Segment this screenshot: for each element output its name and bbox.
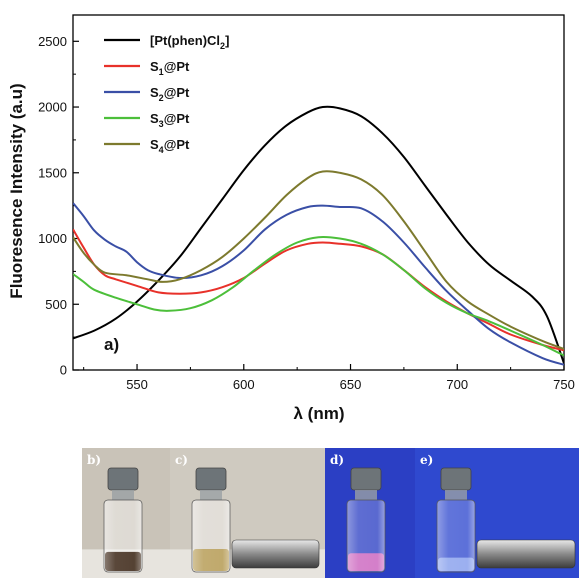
x-tick-label: 650 <box>340 377 362 392</box>
y-tick-label: 2500 <box>38 34 67 49</box>
photo-c: c) <box>170 448 325 578</box>
y-axis-title: Fluoresence Intensity (a.u) <box>7 83 26 298</box>
series-line-5 <box>73 170 564 350</box>
x-tick-label: 750 <box>553 377 575 392</box>
photo-label: e) <box>420 453 433 467</box>
y-axis-ticks: 0 500 1000 1500 2000 2500 <box>38 34 79 378</box>
y-tick-label: 1500 <box>38 165 67 180</box>
x-axis-ticks: 550 600 650 700 750 <box>83 364 575 392</box>
x-tick-label: 700 <box>446 377 468 392</box>
photo-label: d) <box>330 453 344 467</box>
magnet <box>231 539 320 569</box>
magnet <box>476 539 576 569</box>
vial-cap <box>350 467 382 491</box>
photo-label: c) <box>175 453 188 467</box>
y-tick-label: 2000 <box>38 100 67 115</box>
series-layer <box>73 105 564 366</box>
y-tick-label: 1000 <box>38 231 67 246</box>
photo-e: e) <box>415 448 579 578</box>
legend-label-3: S2@Pt <box>150 85 190 103</box>
series-line-4 <box>73 235 564 357</box>
vial-cap <box>440 467 472 491</box>
y-tick-label: 500 <box>45 297 67 312</box>
series-line-3 <box>73 202 564 366</box>
legend-label-5: S4@Pt <box>150 137 190 155</box>
panel-label-a: a) <box>104 335 119 354</box>
legend: [Pt(phen)Cl2] S1@Pt S2@Pt S3@Pt S4@Pt <box>104 33 229 155</box>
x-axis-title: λ (nm) <box>294 404 345 423</box>
vial-cap <box>107 467 139 491</box>
y-tick-label: 0 <box>60 363 67 378</box>
x-tick-label: 550 <box>126 377 148 392</box>
legend-label-1: [Pt(phen)Cl2] <box>150 33 229 51</box>
x-tick-label: 600 <box>233 377 255 392</box>
vial-cap <box>195 467 227 491</box>
legend-label-4: S3@Pt <box>150 111 190 129</box>
photo-strip: b) c) d) e) <box>82 448 579 578</box>
photo-label: b) <box>87 453 101 467</box>
photo-d: d) <box>325 448 415 578</box>
legend-label-2: S1@Pt <box>150 59 190 77</box>
plot-frame <box>72 14 565 371</box>
photo-b: b) <box>82 448 170 578</box>
series-line-2 <box>73 228 564 352</box>
